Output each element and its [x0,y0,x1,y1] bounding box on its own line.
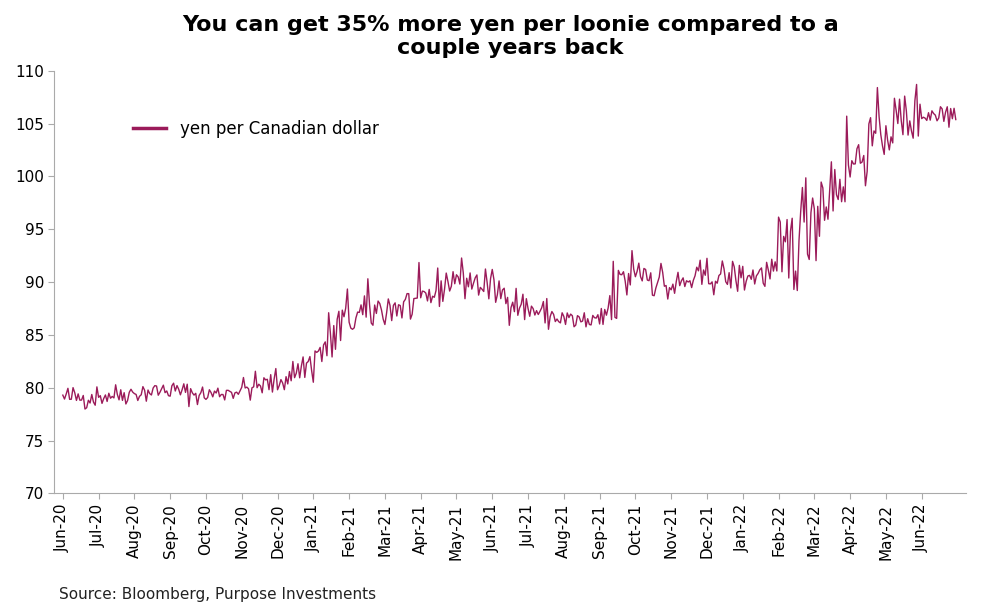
Text: Source: Bloomberg, Purpose Investments: Source: Bloomberg, Purpose Investments [59,587,376,602]
Legend: yen per Canadian dollar: yen per Canadian dollar [127,113,386,145]
Title: You can get 35% more yen per loonie compared to a
couple years back: You can get 35% more yen per loonie comp… [181,15,839,58]
